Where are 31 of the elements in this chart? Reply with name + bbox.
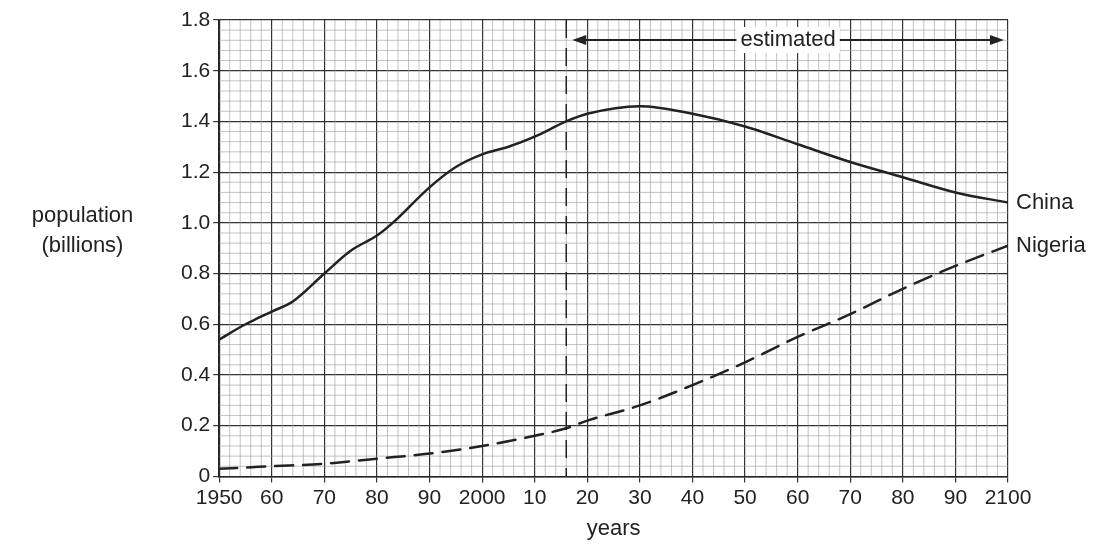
x-tick-label: 20 [575, 484, 599, 508]
y-tick-label: 0.6 [180, 311, 211, 335]
y-tick-label: 1.6 [180, 57, 211, 81]
y-tick-label: 0 [198, 463, 211, 487]
x-axis-title: years [586, 514, 641, 540]
y-tick-label: 0.8 [180, 260, 211, 284]
annotation: estimated [740, 26, 836, 52]
y-tick-label: 1.0 [180, 209, 211, 233]
y-tick-label: 0.2 [180, 412, 211, 436]
y-tick-label: 1.2 [180, 158, 211, 182]
y-tick-label: 1.4 [180, 108, 211, 132]
series-label: Nigeria [1016, 231, 1087, 257]
x-tick-label: 90 [417, 484, 442, 508]
x-tick-label: 80 [891, 484, 915, 508]
x-tick-label: 30 [628, 484, 652, 508]
x-tick-label: 80 [365, 484, 389, 508]
y-tick-label: 0.4 [180, 361, 211, 385]
x-tick-label: 2000 [458, 484, 506, 508]
x-tick-label: 70 [312, 484, 337, 508]
x-tick-label: 10 [523, 484, 547, 508]
x-tick-label: 90 [943, 484, 968, 508]
x-tick-label: 50 [733, 484, 757, 508]
series-label: China [1016, 188, 1075, 214]
y-tick-label: 1.8 [180, 6, 211, 30]
x-tick-label: 60 [260, 484, 284, 508]
x-tick-label: 2100 [984, 484, 1032, 508]
x-tick-label: 70 [838, 484, 862, 508]
x-tick-label: 1950 [195, 484, 243, 508]
x-tick-label: 60 [785, 484, 810, 508]
y-axis-title: population (billions) [30, 201, 135, 259]
x-tick-label: 40 [680, 484, 705, 508]
